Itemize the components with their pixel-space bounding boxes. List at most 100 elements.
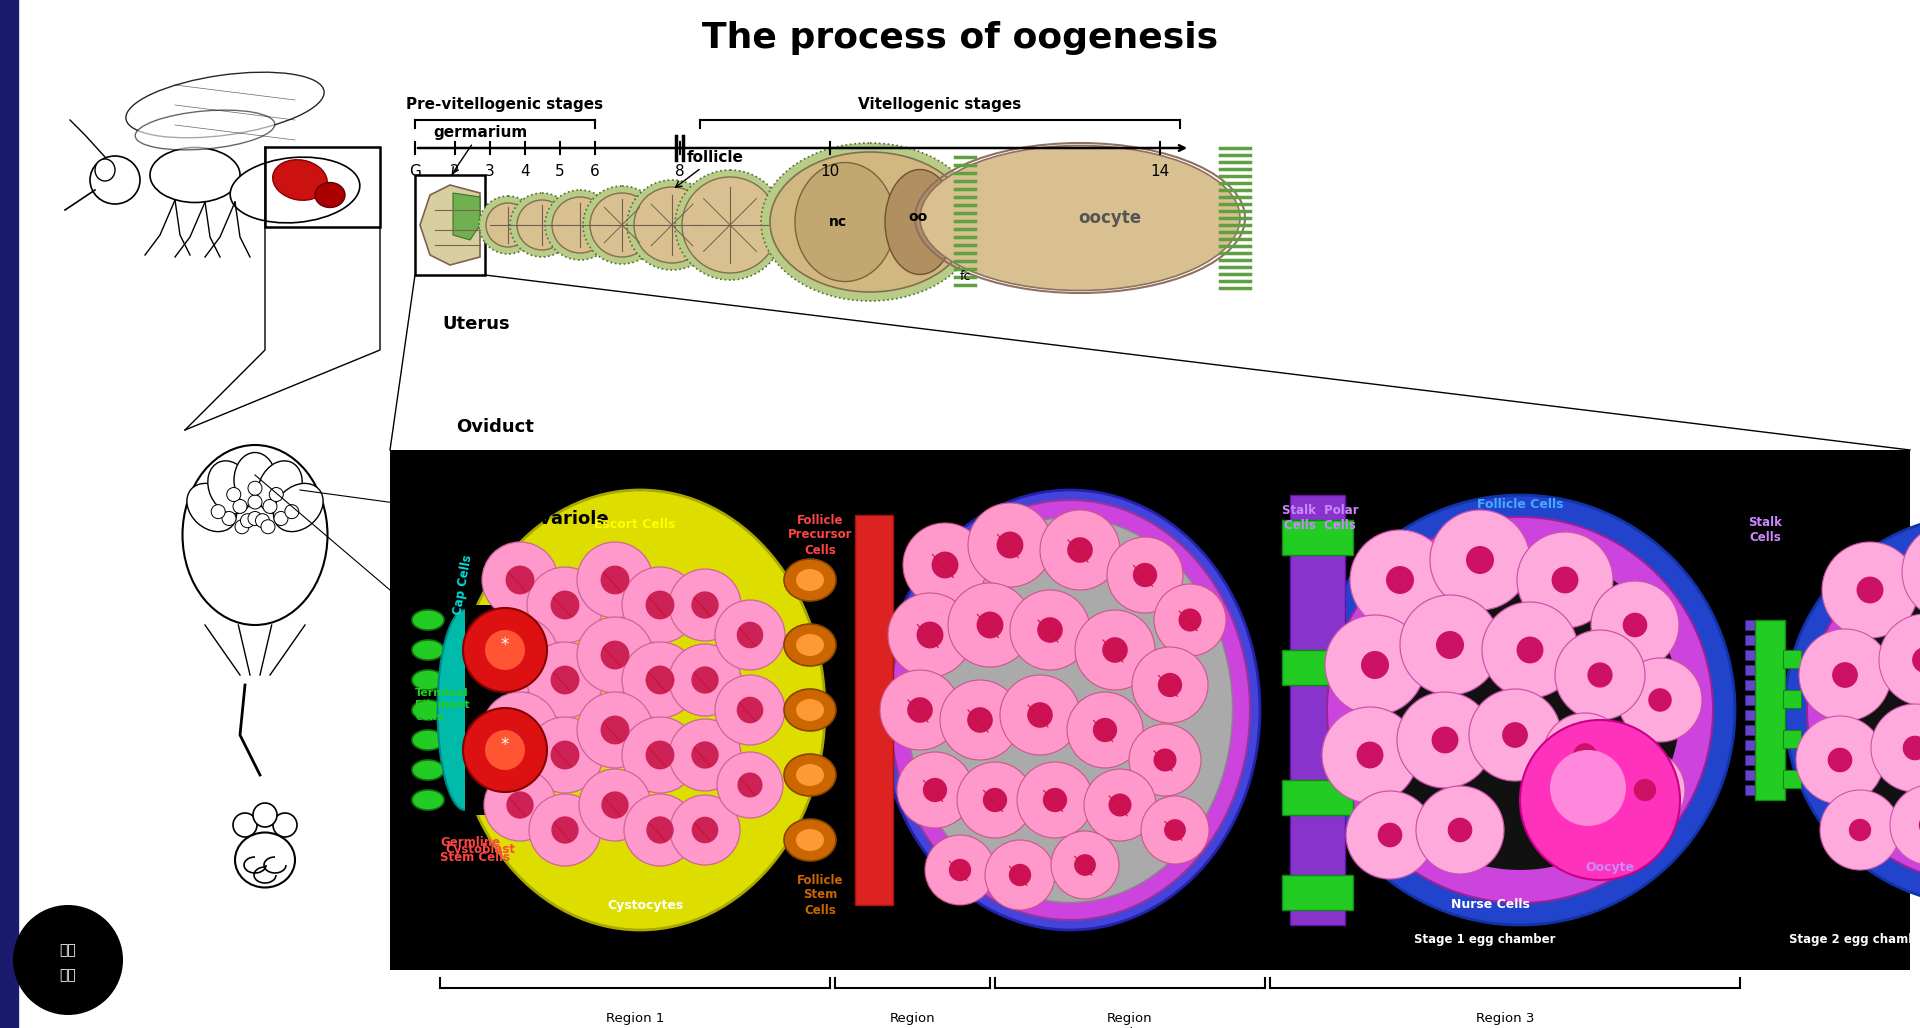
Text: Pre-vitellogenic stages: Pre-vitellogenic stages	[407, 97, 603, 112]
Ellipse shape	[783, 754, 835, 796]
Ellipse shape	[797, 699, 824, 721]
Bar	[1745, 695, 1757, 705]
Circle shape	[482, 692, 559, 768]
Ellipse shape	[127, 72, 324, 138]
Bar	[1283, 780, 1354, 815]
Bar	[465, 605, 515, 815]
Circle shape	[968, 707, 993, 733]
Ellipse shape	[797, 570, 824, 591]
Circle shape	[1880, 614, 1920, 706]
Text: G: G	[409, 164, 420, 179]
Text: Region 1: Region 1	[607, 1012, 664, 1025]
Circle shape	[737, 697, 764, 724]
Circle shape	[622, 717, 699, 793]
Ellipse shape	[783, 559, 835, 601]
Circle shape	[1041, 510, 1119, 590]
Bar	[1784, 650, 1801, 668]
Circle shape	[983, 787, 1008, 812]
Circle shape	[516, 200, 566, 250]
Circle shape	[624, 794, 695, 866]
Circle shape	[1436, 631, 1463, 659]
Text: Stalk  Polar
Cells  Cells: Stalk Polar Cells Cells	[1283, 504, 1357, 533]
Bar	[1784, 690, 1801, 708]
Ellipse shape	[150, 147, 240, 203]
Text: Ovary: Ovary	[440, 602, 501, 621]
Circle shape	[916, 622, 943, 649]
Circle shape	[248, 512, 261, 525]
Circle shape	[1010, 590, 1091, 670]
Bar	[854, 515, 893, 905]
Circle shape	[240, 514, 255, 527]
Ellipse shape	[760, 143, 979, 301]
Circle shape	[1839, 570, 1920, 850]
Circle shape	[1092, 718, 1117, 742]
Circle shape	[551, 740, 580, 769]
Circle shape	[1857, 577, 1884, 603]
Polygon shape	[453, 193, 480, 240]
Circle shape	[1400, 595, 1500, 695]
Circle shape	[234, 520, 250, 534]
Circle shape	[13, 905, 123, 1015]
Bar	[1745, 665, 1757, 675]
Ellipse shape	[207, 461, 252, 514]
Circle shape	[1467, 546, 1494, 574]
Text: 8: 8	[676, 164, 685, 179]
Ellipse shape	[797, 634, 824, 656]
Circle shape	[1903, 736, 1920, 761]
Circle shape	[1068, 538, 1092, 562]
Bar	[1745, 680, 1757, 690]
Ellipse shape	[94, 159, 115, 181]
Circle shape	[668, 719, 741, 791]
Bar	[1745, 635, 1757, 645]
Circle shape	[1108, 537, 1183, 613]
Text: 2: 2	[449, 164, 459, 179]
Text: 10: 10	[820, 164, 839, 179]
Bar	[415, 175, 486, 276]
Circle shape	[925, 835, 995, 905]
Circle shape	[1359, 550, 1680, 870]
Text: Region
2b: Region 2b	[1108, 1012, 1152, 1028]
Circle shape	[714, 675, 785, 745]
Circle shape	[1154, 584, 1227, 656]
Circle shape	[1430, 510, 1530, 610]
Circle shape	[1544, 713, 1626, 797]
Circle shape	[645, 665, 674, 695]
Circle shape	[526, 642, 603, 718]
Circle shape	[1417, 786, 1503, 874]
Circle shape	[505, 640, 534, 669]
Circle shape	[601, 715, 630, 744]
Text: Stalk
Cells: Stalk Cells	[1747, 516, 1782, 544]
Circle shape	[691, 741, 718, 769]
Circle shape	[589, 193, 655, 257]
Text: Follicle
Precursor
Cells: Follicle Precursor Cells	[787, 514, 852, 556]
Bar	[1755, 620, 1786, 800]
Ellipse shape	[413, 700, 444, 720]
Circle shape	[1432, 727, 1459, 754]
Circle shape	[1075, 610, 1156, 690]
Circle shape	[1346, 791, 1434, 879]
Text: Uterus: Uterus	[442, 315, 511, 333]
Bar	[1745, 710, 1757, 720]
Circle shape	[1357, 741, 1384, 769]
Text: Cap Cells: Cap Cells	[451, 554, 474, 616]
Circle shape	[941, 680, 1020, 760]
Circle shape	[1634, 779, 1657, 801]
Text: germarium: germarium	[432, 125, 528, 174]
Circle shape	[1549, 750, 1626, 827]
Circle shape	[1521, 720, 1680, 880]
Ellipse shape	[879, 490, 1260, 930]
Circle shape	[737, 622, 764, 649]
Circle shape	[1555, 630, 1645, 720]
Ellipse shape	[413, 760, 444, 780]
Text: The process of oogenesis: The process of oogenesis	[703, 21, 1217, 56]
Text: Vitellogenic stages: Vitellogenic stages	[858, 97, 1021, 112]
Text: 14: 14	[1150, 164, 1169, 179]
Circle shape	[977, 612, 1004, 638]
Circle shape	[1398, 692, 1494, 788]
Circle shape	[584, 186, 660, 264]
Text: 3: 3	[486, 164, 495, 179]
Circle shape	[1068, 692, 1142, 768]
Ellipse shape	[438, 610, 493, 810]
Bar	[0, 0, 17, 1028]
Circle shape	[1000, 675, 1079, 755]
